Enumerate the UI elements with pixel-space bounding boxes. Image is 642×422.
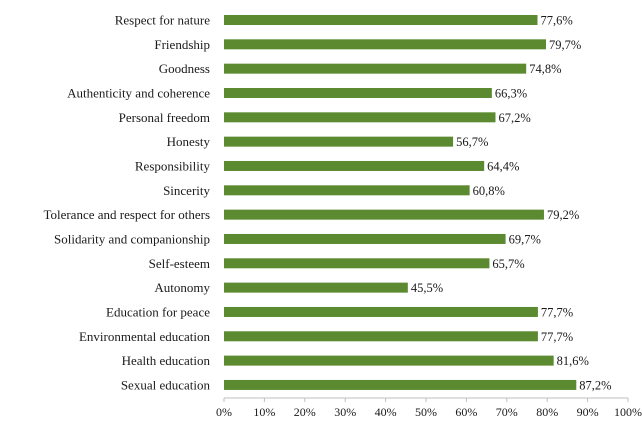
value-label: 77,6% [541,14,573,28]
value-label: 65,7% [492,257,524,271]
category-label: Solidarity and companionship [54,231,210,246]
value-label: 67,2% [498,111,530,125]
value-label: 56,7% [456,135,488,149]
category-label: Respect for nature [115,13,211,28]
value-label: 87,2% [579,378,611,392]
category-label: Self-esteem [149,256,210,271]
bar [224,233,506,244]
bar [224,15,538,25]
category-label: Honesty [167,134,211,149]
x-tick-label: 20% [294,405,316,419]
category-label: Authenticity and coherence [67,85,210,100]
category-labels: Respect for nature Friendship Goodness Auth… [43,13,210,393]
x-tick-label: 10% [253,405,275,419]
bar [224,379,577,390]
bar [224,258,490,269]
x-tick-label: 0% [216,405,232,419]
value-label: 74,8% [529,62,561,76]
x-tick-label: 100% [614,405,642,419]
bar [224,63,527,74]
value-label: 81,6% [557,354,589,368]
category-label: Education for peace [106,304,210,319]
bar [224,87,492,98]
x-tick-label: 50% [415,405,437,419]
x-tick-label: 40% [375,405,397,419]
category-label: Responsibility [135,158,211,173]
category-label: Sexual education [121,377,211,392]
value-label: 69,7% [509,232,541,246]
x-axis-ticks: 0% 10% 20% 30% 40% 50% 60% 70% 80% 90% 100% [216,398,642,419]
bar [224,160,485,171]
category-label: Friendship [154,37,210,52]
category-label: Goodness [159,61,210,76]
value-label: 79,2% [547,208,579,222]
x-tick-label: 60% [455,405,477,419]
x-tick-label: 70% [496,405,518,419]
category-label: Health education [122,353,211,368]
bar [224,39,546,50]
bar [224,209,544,220]
x-tick-label: 30% [334,405,356,419]
bar [224,112,496,123]
value-label: 77,7% [541,330,573,344]
bar [224,355,554,366]
bar [224,331,538,342]
value-label: 60,8% [473,184,505,198]
value-labels: 77,6% 79,7% 74,8%66,3% 67,2% 56,7% 64,4% 60,8%… [411,14,612,393]
bar [224,185,470,196]
value-label: 79,7% [549,38,581,52]
bar [224,282,408,293]
x-tick-label: 80% [536,405,558,419]
value-label: 45,5% [411,281,443,295]
bars-group [224,15,577,390]
category-label: Personal freedom [119,110,210,125]
bar [224,306,538,317]
value-label: 77,7% [541,305,573,319]
category-label: Environmental education [79,329,211,344]
category-label: Autonomy [154,280,210,295]
x-tick-label: 90% [577,405,599,419]
bar [224,136,454,147]
value-label: 64,4% [487,159,519,173]
category-label: Sincerity [163,183,210,198]
value-label: 66,3% [495,86,527,100]
category-label: Tolerance and respect for others [43,207,210,222]
